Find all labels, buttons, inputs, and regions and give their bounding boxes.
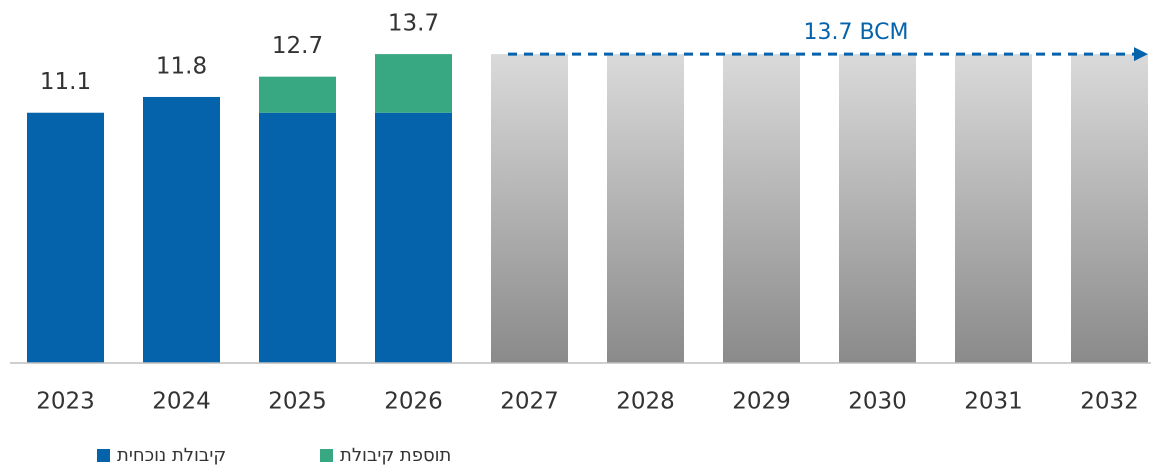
bar-segment <box>259 76 336 113</box>
value-label: 13.7 <box>388 11 439 37</box>
bar-segment <box>259 112 336 364</box>
x-tick-label: 2030 <box>848 389 907 415</box>
bar-segment <box>375 112 452 364</box>
bar-segment <box>143 96 220 363</box>
bar-segment <box>27 112 104 364</box>
x-tick-label: 2027 <box>500 389 559 415</box>
value-label: 11.8 <box>156 53 207 79</box>
annotation-label: 13.7 BCM <box>803 20 908 45</box>
x-tick-label: 2026 <box>384 389 443 415</box>
value-label: 12.7 <box>272 33 323 59</box>
x-tick-label: 2032 <box>1080 389 1139 415</box>
legend-label: קיבולת נוכחית <box>117 445 226 466</box>
legend-swatch <box>97 449 110 462</box>
projection-bar <box>955 54 1032 363</box>
projection-bar <box>491 54 568 363</box>
projection-bar <box>607 54 684 363</box>
x-tick-label: 2028 <box>616 389 675 415</box>
bar-segment <box>375 54 452 113</box>
projection-bar <box>723 54 800 363</box>
x-tick-label: 2031 <box>964 389 1023 415</box>
value-label: 11.1 <box>40 69 91 95</box>
legend-swatch <box>320 449 333 462</box>
x-tick-label: 2025 <box>268 389 327 415</box>
projection-bar <box>1071 54 1148 363</box>
arrow-head <box>1134 47 1148 62</box>
x-tick-label: 2023 <box>36 389 95 415</box>
projection-bar <box>839 54 916 363</box>
legend-label: תוספת קיבולת <box>340 445 451 466</box>
x-tick-label: 2029 <box>732 389 791 415</box>
x-tick-label: 2024 <box>152 389 211 415</box>
